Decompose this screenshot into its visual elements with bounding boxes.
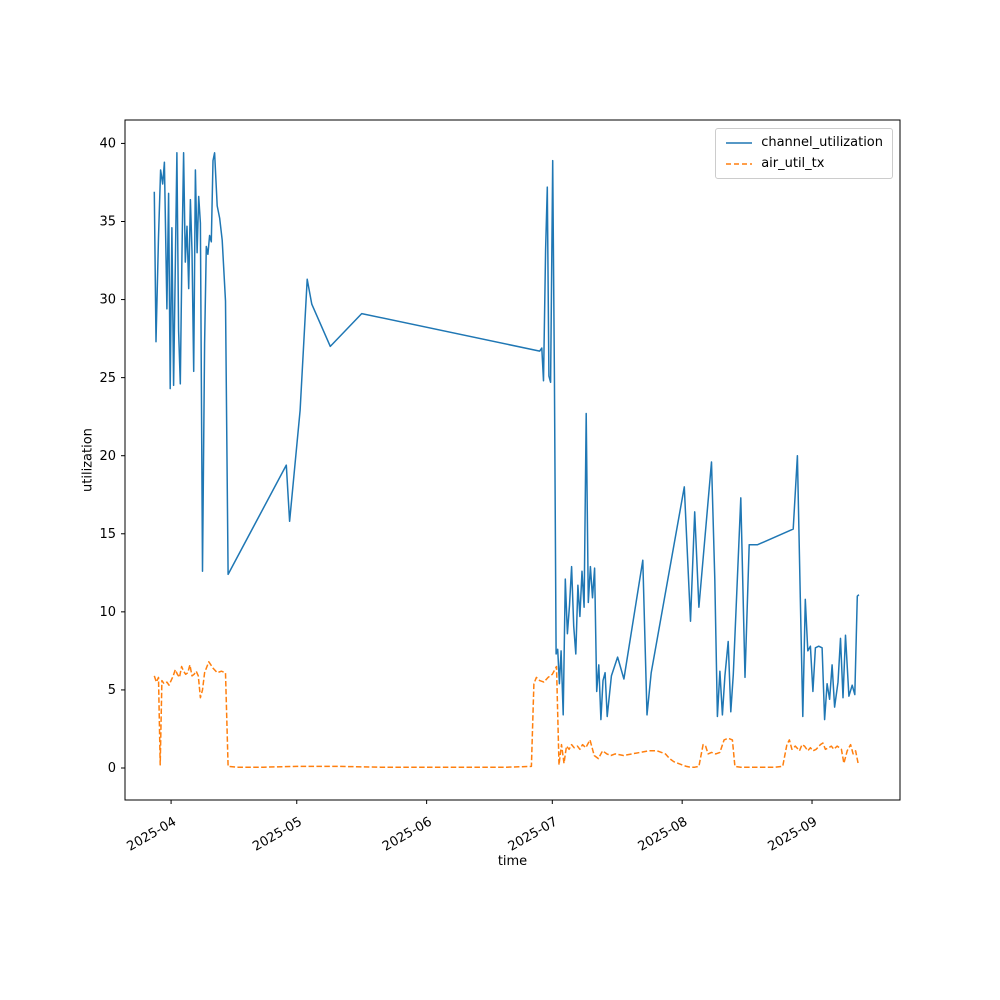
y-axis-title: utilization	[80, 428, 96, 492]
y-tick-label: 25	[99, 371, 116, 386]
x-tick-label: 2025-09	[765, 814, 820, 854]
x-axis-title: time	[497, 854, 528, 869]
y-tick-label: 30	[99, 293, 116, 308]
legend-line-sample-solid-icon	[726, 142, 753, 144]
x-tick-label: 2025-06	[380, 814, 435, 854]
legend-line-sample-dashed-icon	[726, 163, 753, 165]
legend-item-air-util-tx: air_util_tx	[725, 157, 883, 171]
series-line-air_util_tx	[153, 661, 859, 768]
legend-label-air-util-tx: air_util_tx	[761, 156, 825, 171]
x-tick-label: 2025-05	[250, 814, 305, 854]
y-tick-label: 35	[99, 215, 116, 230]
y-tick-label: 5	[108, 683, 116, 698]
legend-label-channel-utilization: channel_utilization	[761, 135, 883, 150]
y-tick-label: 0	[108, 761, 116, 776]
legend: channel_utilization air_util_tx	[715, 128, 893, 179]
y-tick-label: 40	[99, 137, 116, 152]
y-tick-label: 10	[99, 605, 116, 620]
y-tick-label: 20	[99, 449, 116, 464]
x-tick-label: 2025-04	[125, 814, 180, 854]
x-tick-label: 2025-07	[506, 814, 561, 854]
x-tick-label: 2025-08	[636, 814, 691, 854]
y-tick-label: 15	[99, 527, 116, 542]
series-line-channel_utilization	[153, 152, 860, 721]
axes-spines	[124, 119, 901, 801]
legend-item-channel-utilization: channel_utilization	[725, 136, 883, 150]
